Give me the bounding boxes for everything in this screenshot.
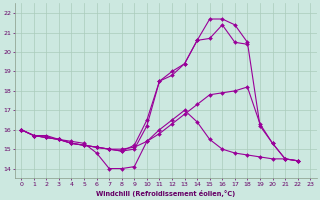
X-axis label: Windchill (Refroidissement éolien,°C): Windchill (Refroidissement éolien,°C)	[96, 190, 236, 197]
